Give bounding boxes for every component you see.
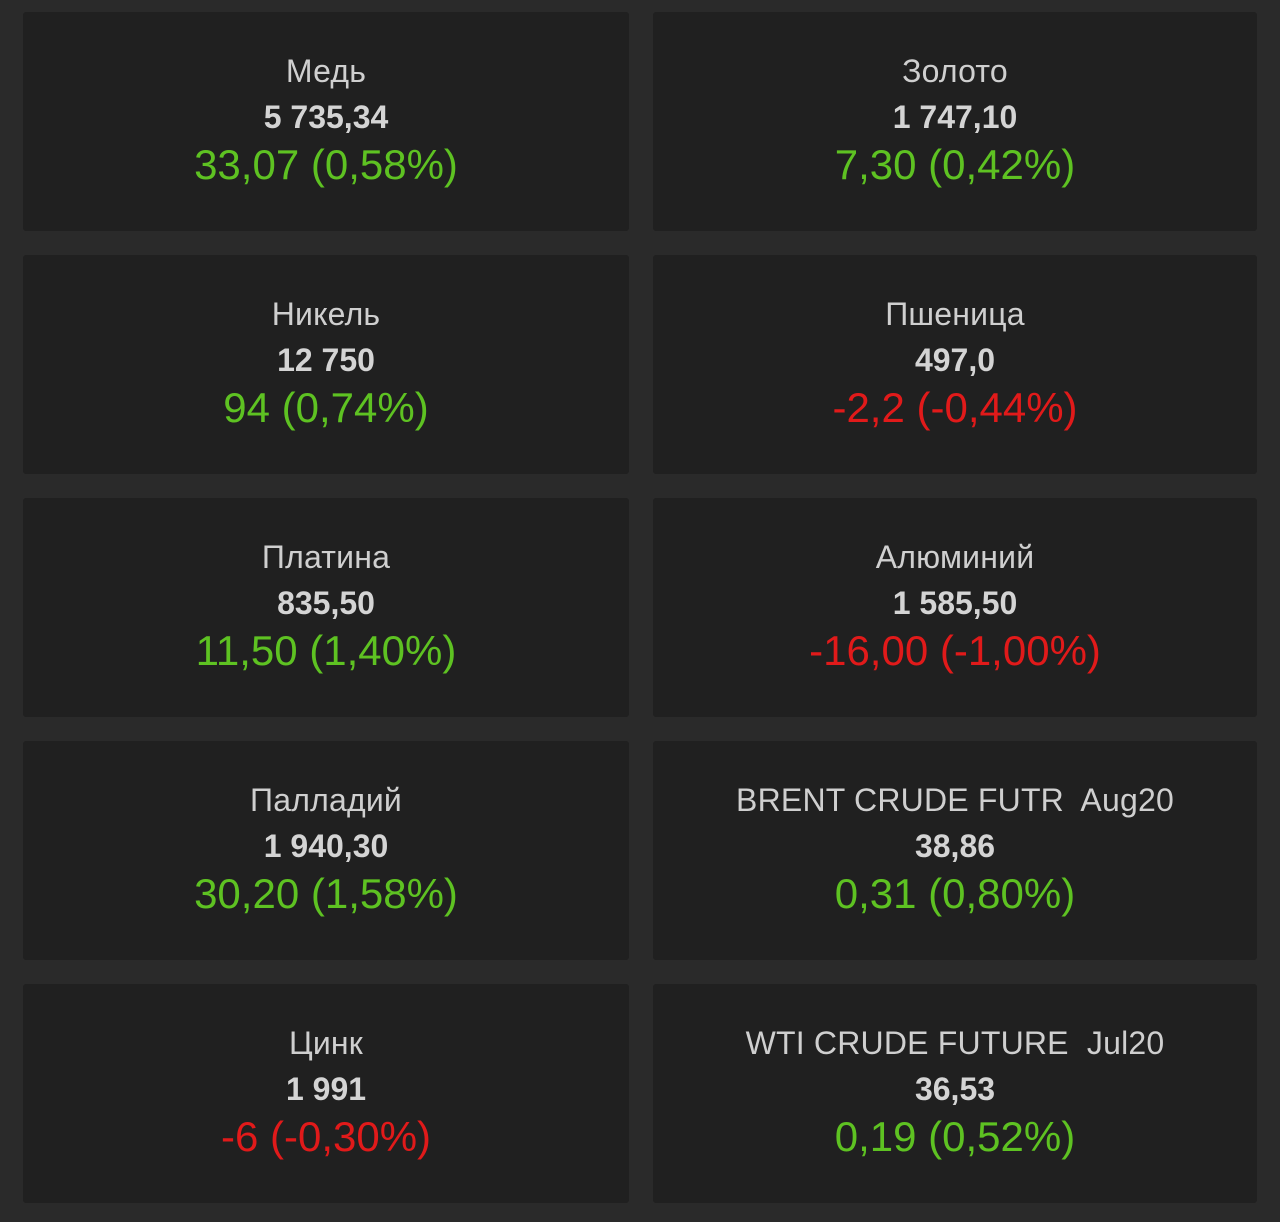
quote-change: -16,00 (-1,00%)	[809, 627, 1101, 674]
quote-price: 1 940,30	[263, 828, 389, 864]
quote-tile-nickel[interactable]: Никель 12 750 94 (0,74%)	[23, 255, 629, 474]
quote-name: Цинк	[288, 1025, 364, 1061]
quote-change: -6 (-0,30%)	[220, 1113, 432, 1160]
quote-tile-brent[interactable]: BRENT CRUDE FUTR Aug20 38,86 0,31 (0,80%…	[653, 741, 1257, 960]
quote-tile-wheat[interactable]: Пшеница 497,0 -2,2 (-0,44%)	[653, 255, 1257, 474]
quote-change: 0,19 (0,52%)	[834, 1113, 1076, 1160]
quote-name: Палладий	[250, 782, 402, 818]
quote-price: 1 991	[285, 1071, 367, 1107]
quote-tile-wti[interactable]: WTI CRUDE FUTURE Jul20 36,53 0,19 (0,52%…	[653, 984, 1257, 1203]
quote-price: 497,0	[914, 342, 996, 378]
quote-price: 12 750	[277, 342, 375, 378]
quote-price: 1 747,10	[892, 99, 1018, 135]
quote-tile-copper[interactable]: Медь 5 735,34 33,07 (0,58%)	[23, 12, 629, 231]
quote-tile-zinc[interactable]: Цинк 1 991 -6 (-0,30%)	[23, 984, 629, 1203]
quote-name: Алюминий	[875, 539, 1035, 575]
quote-tile-platinum[interactable]: Платина 835,50 11,50 (1,40%)	[23, 498, 629, 717]
quote-change: 94 (0,74%)	[223, 384, 429, 431]
quote-change: 33,07 (0,58%)	[194, 141, 458, 188]
quote-change: 0,31 (0,80%)	[834, 870, 1076, 917]
quote-name: Никель	[271, 296, 381, 332]
quote-name: Пшеница	[885, 296, 1025, 332]
quote-name: BRENT CRUDE FUTR Aug20	[736, 782, 1174, 818]
quote-price: 38,86	[914, 828, 996, 864]
quote-price: 1 585,50	[892, 585, 1018, 621]
quote-change: 30,20 (1,58%)	[194, 870, 458, 917]
quote-change: 7,30 (0,42%)	[834, 141, 1076, 188]
quote-change: 11,50 (1,40%)	[195, 627, 457, 674]
quote-tile-palladium[interactable]: Палладий 1 940,30 30,20 (1,58%)	[23, 741, 629, 960]
quote-name: Платина	[261, 539, 391, 575]
quote-price: 835,50	[277, 585, 375, 621]
quote-change: -2,2 (-0,44%)	[832, 384, 1078, 431]
quote-tile-gold[interactable]: Золото 1 747,10 7,30 (0,42%)	[653, 12, 1257, 231]
quote-name: WTI CRUDE FUTURE Jul20	[745, 1025, 1165, 1061]
quote-name: Медь	[285, 53, 367, 89]
quote-price: 36,53	[914, 1071, 996, 1107]
quote-price: 5 735,34	[263, 99, 389, 135]
quote-tile-aluminum[interactable]: Алюминий 1 585,50 -16,00 (-1,00%)	[653, 498, 1257, 717]
quote-name: Золото	[902, 53, 1008, 89]
